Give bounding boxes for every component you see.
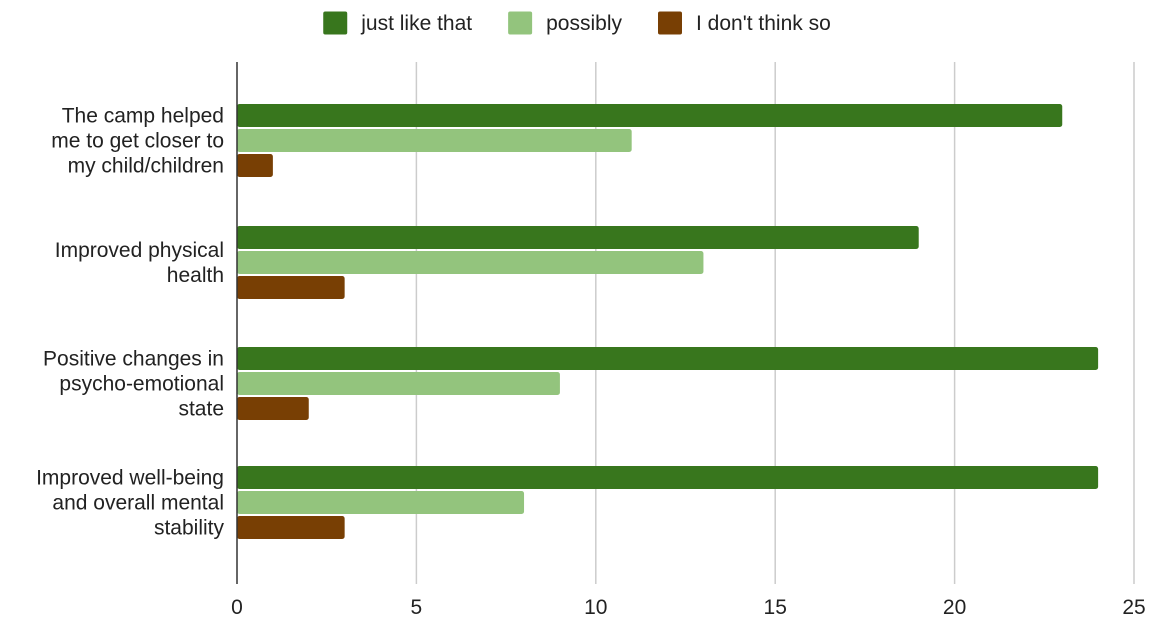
category-label-line: health [167, 264, 224, 287]
category-label: Improved well-being and overall mental sta… [36, 467, 224, 540]
bar [237, 372, 560, 395]
bar [237, 347, 1099, 370]
x-tick-label: 5 [411, 596, 423, 619]
x-tick-label: 15 [764, 596, 787, 619]
category-label-line: me to get closer to [51, 130, 224, 153]
bar [237, 491, 525, 514]
bar [237, 129, 632, 152]
bar [237, 466, 1099, 489]
legend-label: just like that [360, 12, 472, 35]
category-label: The camp helped me to get closer to my chi… [51, 105, 224, 178]
bar [237, 516, 345, 539]
bar [237, 226, 919, 249]
legend: just like that possibly I don't think so [323, 11, 831, 35]
legend-swatch [323, 11, 348, 35]
x-tick-label: 0 [231, 596, 243, 619]
legend-swatch [508, 11, 533, 35]
category-label: Improved physical health [55, 239, 224, 287]
legend-item: I don't think so [658, 11, 831, 35]
category-label-line: stability [154, 517, 225, 540]
category-label-line: Improved physical [55, 239, 224, 262]
axis-layer: 0 5 10 15 20 25 [231, 62, 1146, 619]
labels-layer: The camp helped me to get closer to my chi… [36, 105, 224, 540]
x-tick-label: 10 [584, 596, 607, 619]
bar [237, 251, 704, 274]
legend-label: possibly [546, 12, 622, 35]
bar [237, 104, 1063, 127]
category-label-line: state [178, 398, 224, 421]
category-label-line: my child/children [68, 155, 224, 178]
category-label-line: The camp helped [62, 105, 224, 128]
category-label-line: psycho-emotional [59, 373, 224, 396]
legend-swatch [658, 11, 682, 35]
legend-item: possibly [508, 11, 622, 35]
category-label-line: and overall mental [52, 492, 224, 515]
category-label-line: Improved well-being [36, 467, 224, 490]
bar [237, 154, 273, 177]
x-tick-label: 25 [1122, 596, 1145, 619]
bar [237, 397, 309, 420]
bar [237, 276, 345, 299]
category-label-line: Positive changes in [43, 348, 224, 371]
legend-item: just like that [323, 11, 472, 35]
legend-label: I don't think so [696, 12, 831, 35]
bars-layer [237, 104, 1099, 539]
category-label: Positive changes in psycho-emotional state [43, 348, 224, 421]
x-tick-label: 20 [943, 596, 966, 619]
